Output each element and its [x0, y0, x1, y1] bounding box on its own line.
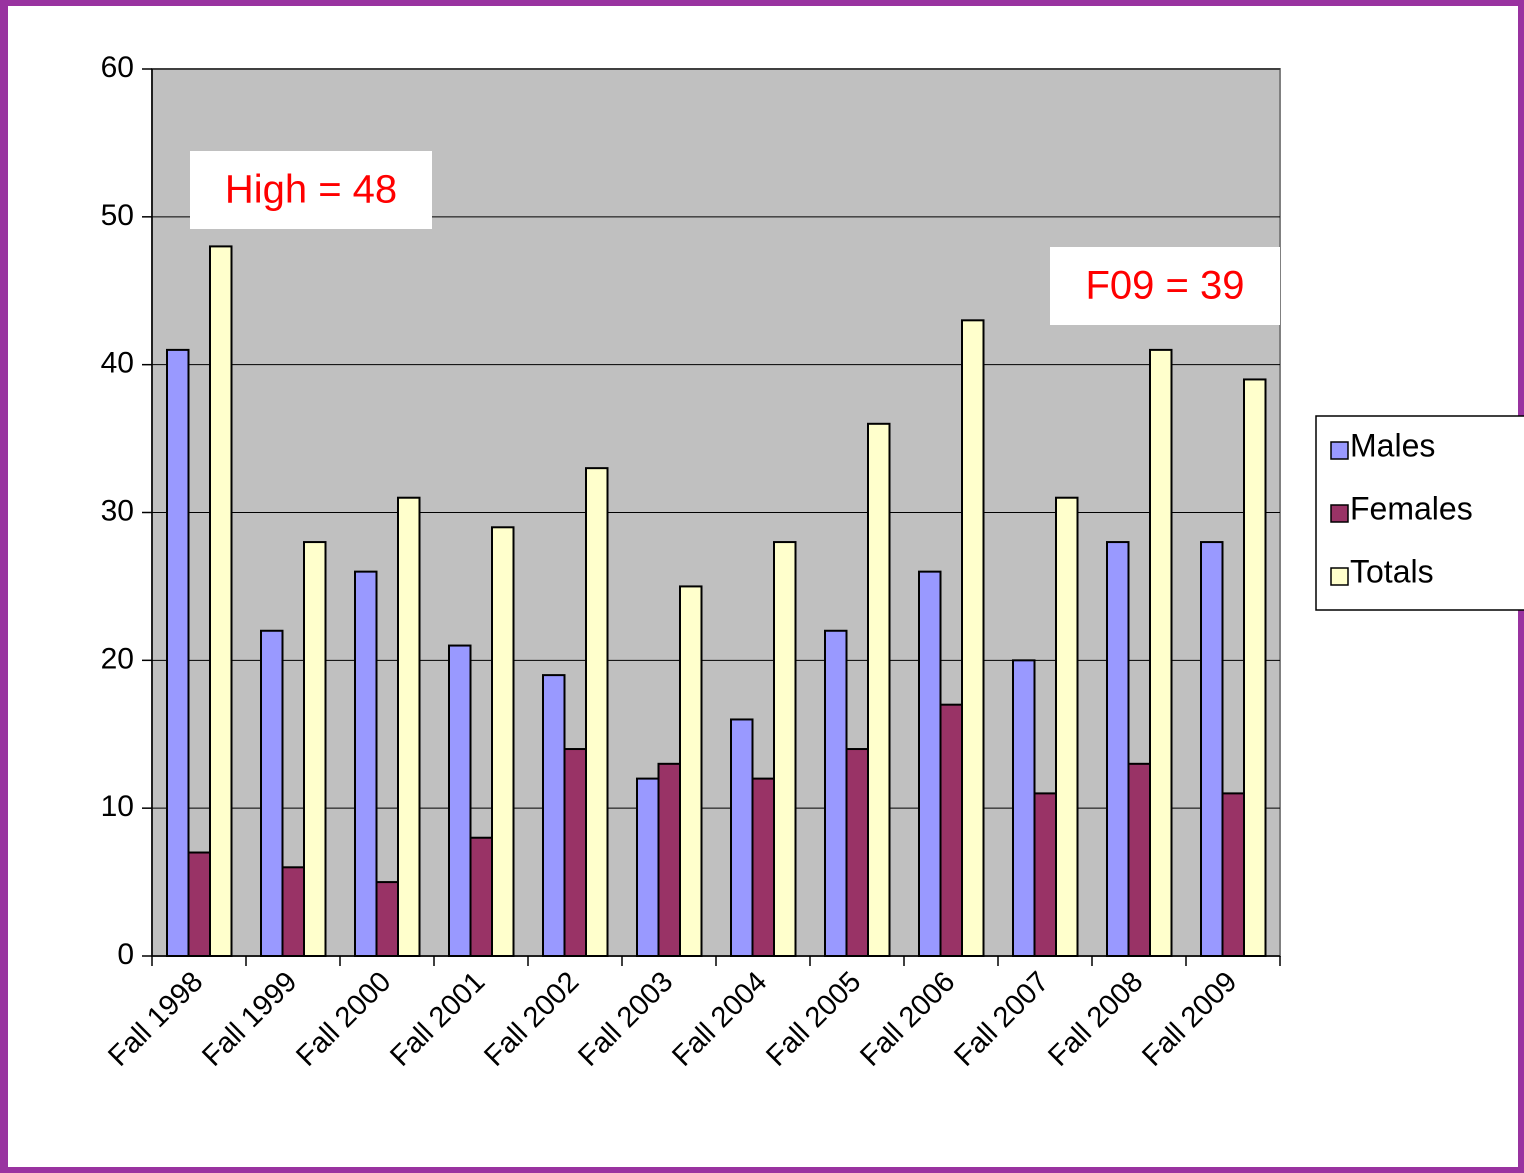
bar — [1149, 348, 1173, 957]
legend-label: Totals — [1350, 553, 1434, 589]
annotation-box — [190, 151, 432, 229]
y-tick-label: 30 — [101, 494, 134, 527]
y-tick-label: 0 — [117, 938, 134, 971]
bar — [679, 585, 703, 958]
bar — [542, 674, 566, 957]
bar — [1012, 659, 1036, 957]
bar — [448, 644, 472, 957]
legend-label: Females — [1350, 490, 1473, 526]
legend-swatch — [1330, 504, 1349, 523]
bar — [375, 881, 399, 957]
legend-swatch — [1330, 567, 1349, 586]
y-tick-label: 40 — [101, 347, 134, 380]
legend-label: Males — [1350, 427, 1435, 463]
y-tick-label: 20 — [101, 642, 134, 675]
bar — [397, 496, 421, 957]
bar — [469, 836, 493, 958]
bar — [491, 526, 515, 957]
bar — [657, 762, 681, 957]
bar — [918, 570, 942, 958]
bar — [961, 319, 985, 958]
bar — [1033, 792, 1057, 958]
bar — [939, 703, 963, 958]
bar — [1243, 378, 1267, 957]
bar — [1055, 496, 1079, 957]
bar — [773, 541, 797, 957]
bar — [1200, 541, 1224, 957]
bar — [1106, 541, 1130, 957]
legend-box — [1315, 415, 1524, 611]
annotation: F09 = 39 — [1085, 264, 1244, 308]
y-tick-label: 10 — [101, 790, 134, 823]
bar — [636, 777, 660, 957]
bar — [354, 570, 378, 958]
bar — [166, 348, 190, 957]
y-tick-label: 60 — [101, 51, 134, 84]
annotation-box — [1050, 247, 1280, 325]
bar — [867, 422, 891, 957]
bar — [751, 777, 775, 957]
bar — [281, 866, 305, 957]
bar — [730, 718, 754, 958]
bar — [1221, 792, 1245, 958]
y-tick-label: 50 — [101, 199, 134, 232]
bar — [563, 748, 587, 957]
bar — [824, 629, 848, 957]
bar — [209, 245, 233, 957]
legend-swatch — [1330, 441, 1349, 460]
bar — [187, 851, 211, 957]
bar — [845, 748, 869, 957]
annotation: High = 48 — [225, 168, 397, 212]
bar — [585, 467, 609, 957]
bar — [303, 541, 327, 957]
bar — [1127, 762, 1151, 957]
bar — [260, 629, 284, 957]
